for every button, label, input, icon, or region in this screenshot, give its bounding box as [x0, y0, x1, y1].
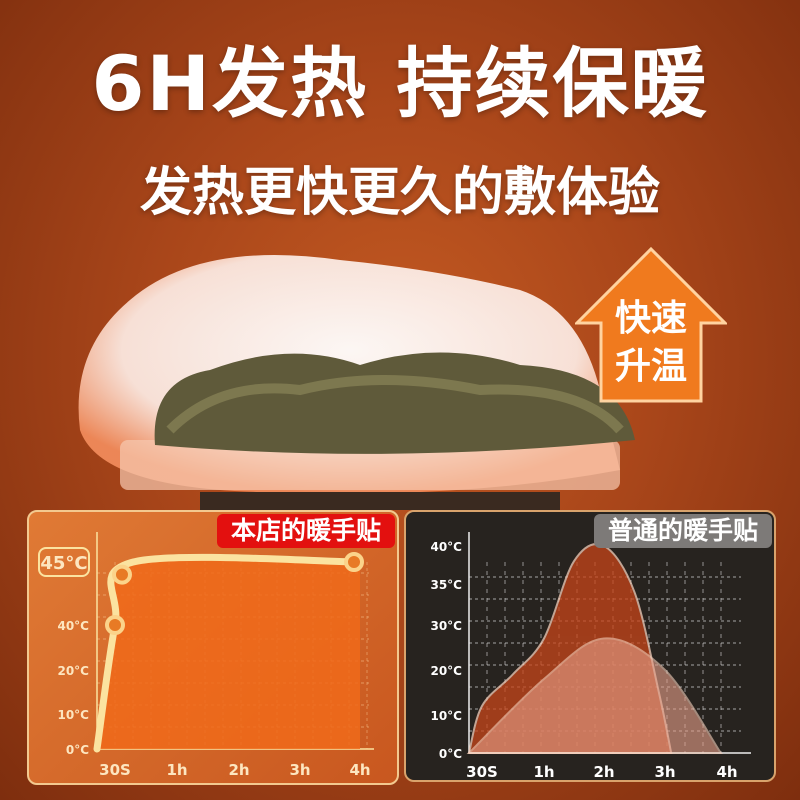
y-tick-label: 10°C: [430, 709, 462, 723]
headline: 6H发热 持续保暖: [91, 39, 709, 128]
y-tick-label: 20°C: [430, 664, 462, 678]
y-tick-label: 0°C: [66, 743, 89, 757]
highlight-box: [38, 547, 90, 577]
subheadline: 发热更快更久的敷体验: [139, 163, 660, 223]
y-tick-label: 30°C: [430, 619, 462, 633]
y-tick-label: 40°C: [57, 619, 89, 633]
up-arrow-icon: [573, 246, 729, 403]
data-point: [111, 564, 132, 585]
chart-title: 本店的暖手贴: [216, 514, 395, 548]
y-tick-label: 10°C: [57, 708, 89, 722]
chart-title: 普通的暖手贴: [593, 514, 772, 548]
x-tick-label: 4h: [349, 761, 370, 779]
x-tick-label: 30S: [99, 761, 131, 779]
area-fill: [97, 557, 360, 749]
chart-plot: 30S 1h 2h 3h 4h 0°C 10°C 20°C 40°C 45°C: [38, 532, 374, 779]
x-tick-label: 4h: [716, 763, 737, 781]
highlight-label: 45°C: [40, 553, 87, 574]
badge-line1: 快速: [614, 298, 687, 339]
y-tick-label: 20°C: [57, 664, 89, 678]
badge-line2: 升温: [614, 346, 687, 387]
x-tick-label: 2h: [593, 763, 614, 781]
fast-heating-badge: 快速 升温: [573, 245, 729, 405]
x-tick-label: 3h: [289, 761, 310, 779]
ordinary-product-chart: 普通的暖手贴 30S 1h 2h 3h 4h 0°C 10°C 20°C 30°C 35°C 40°…: [404, 510, 776, 782]
y-tick-label: 40°C: [430, 540, 462, 554]
y-tick-label: 35°C: [430, 578, 462, 592]
x-tick-label: 1h: [533, 763, 554, 781]
x-tick-label: 2h: [228, 761, 249, 779]
heat-pad-illustration: [78, 255, 635, 510]
x-tick-label: 3h: [654, 763, 675, 781]
series-area: [466, 637, 723, 754]
x-tick-label: 1h: [166, 761, 187, 779]
data-point: [105, 615, 125, 635]
our-product-chart: 本店的暖手贴 30S 1h 2h 3h 4h 0°C 10°C 20°C 40°C 45°C: [27, 510, 399, 785]
x-tick-label: 30S: [466, 763, 498, 781]
data-point: [344, 552, 364, 572]
y-tick-label: 0°C: [439, 747, 462, 761]
chart-plot: 30S 1h 2h 3h 4h 0°C 10°C 20°C 30°C 35°C 40°C: [430, 532, 751, 781]
